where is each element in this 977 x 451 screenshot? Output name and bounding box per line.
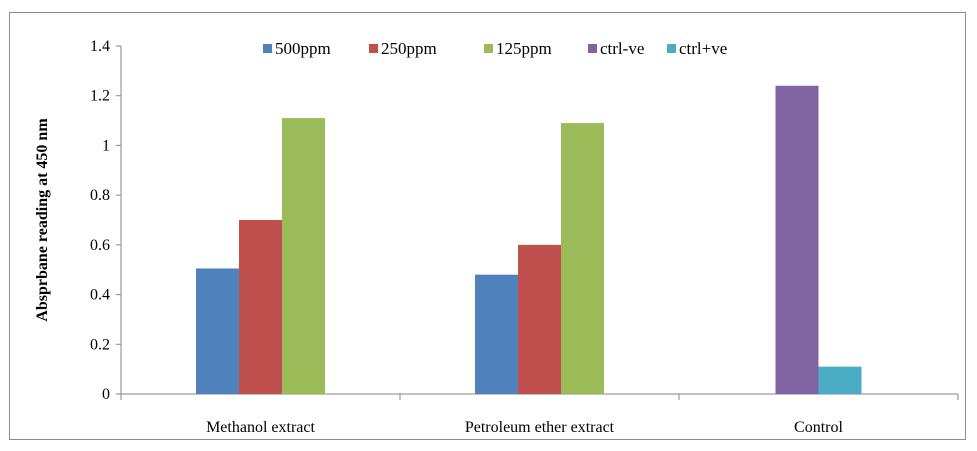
bar-ctrl-ve bbox=[775, 85, 819, 395]
legend-swatch bbox=[588, 44, 597, 53]
y-tick-label: 1.2 bbox=[90, 88, 110, 105]
legend-swatch bbox=[369, 44, 378, 53]
legend-swatch bbox=[484, 44, 493, 53]
bar-250ppm bbox=[239, 220, 282, 394]
legend-swatch bbox=[263, 44, 272, 53]
x-category-label: Control bbox=[794, 419, 843, 436]
y-tick-label: 0 bbox=[102, 386, 110, 403]
bar-125ppm bbox=[282, 118, 325, 394]
bar-500ppm bbox=[196, 268, 239, 394]
legend-label: ctrl+ve bbox=[679, 39, 727, 58]
y-tick-label: 1 bbox=[102, 137, 110, 154]
bar-500ppm bbox=[475, 274, 518, 394]
y-tick-label: 1.4 bbox=[90, 38, 110, 55]
bar-ctrl-ve bbox=[818, 366, 862, 394]
legend-label: 500ppm bbox=[275, 39, 331, 58]
legend-swatch bbox=[667, 44, 676, 53]
y-tick-label: 0.6 bbox=[90, 237, 110, 254]
y-tick-label: 0.4 bbox=[90, 287, 110, 304]
legend-label: 250ppm bbox=[381, 39, 437, 58]
legend-label: ctrl-ve bbox=[600, 39, 644, 58]
legend-label: 125ppm bbox=[496, 39, 552, 58]
y-tick-label: 0.8 bbox=[90, 187, 110, 204]
x-category-label: Methanol extract bbox=[206, 419, 315, 436]
bar-125ppm bbox=[561, 123, 604, 395]
bar-250ppm bbox=[518, 244, 561, 394]
y-tick-label: 0.2 bbox=[90, 336, 110, 353]
y-axis-title: Absprbane reading at 450 nm bbox=[34, 118, 51, 322]
x-category-label: Petroleum ether extract bbox=[465, 419, 615, 436]
